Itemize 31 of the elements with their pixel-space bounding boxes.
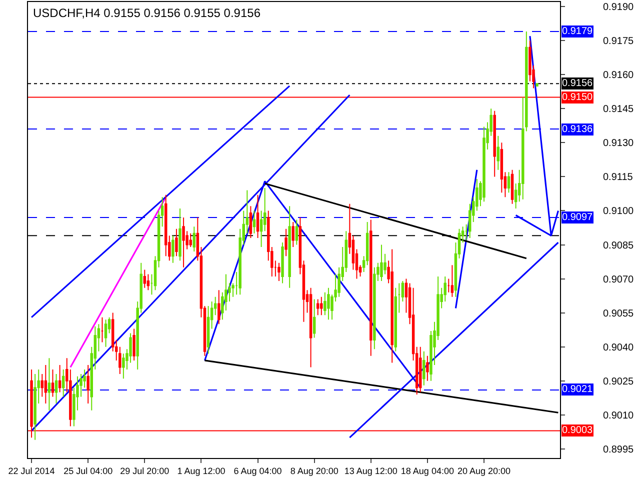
- y-tick-label: 0.8995: [603, 444, 634, 456]
- y-tick-label: 0.9070: [603, 274, 634, 286]
- x-tick-label: 22 Jul 2014: [8, 466, 55, 476]
- ref-line-label: 0.9179: [562, 26, 594, 37]
- y-tick-label: 0.9115: [603, 172, 634, 184]
- ref-line-label: 0.9097: [562, 212, 594, 223]
- y-tick-label: 0.9175: [603, 36, 634, 48]
- x-tick-label: 18 Aug 04:00: [400, 466, 454, 476]
- y-tick-label: 0.9160: [603, 70, 634, 82]
- x-tick-label: 29 Jul 20:00: [120, 466, 170, 476]
- y-tick-label: 0.9130: [603, 138, 634, 150]
- x-tick-label: 20 Aug 20:00: [457, 466, 511, 476]
- ref-line-label: 0.9021: [562, 384, 594, 395]
- ref-line-label: 0.9003: [562, 425, 594, 436]
- y-tick-label: 0.9010: [603, 410, 634, 422]
- y-tick-label: 0.9085: [603, 240, 634, 252]
- x-tick-label: 13 Aug 12:00: [344, 466, 398, 476]
- y-tick-label: 0.9040: [603, 342, 634, 354]
- x-tick-label: 25 Jul 04:00: [64, 466, 113, 476]
- y-tick-label: 0.9145: [603, 104, 634, 116]
- ref-line-label: 0.9136: [562, 124, 594, 135]
- y-tick-label: 0.9055: [603, 308, 634, 320]
- y-tick-label: 0.9190: [603, 2, 634, 14]
- chart-title: USDCHF,H4 0.9155 0.9156 0.9155 0.9156: [33, 6, 261, 20]
- ref-line-label: 0.9156: [562, 78, 594, 89]
- x-tick-label: 8 Aug 20:00: [290, 466, 338, 476]
- x-tick-label: 1 Aug 12:00: [177, 466, 226, 476]
- ref-line-label: 0.9150: [562, 92, 594, 103]
- y-tick-label: 0.9100: [603, 206, 634, 218]
- y-tick-label: 0.9025: [603, 376, 634, 388]
- x-tick-label: 6 Aug 04:00: [234, 466, 282, 476]
